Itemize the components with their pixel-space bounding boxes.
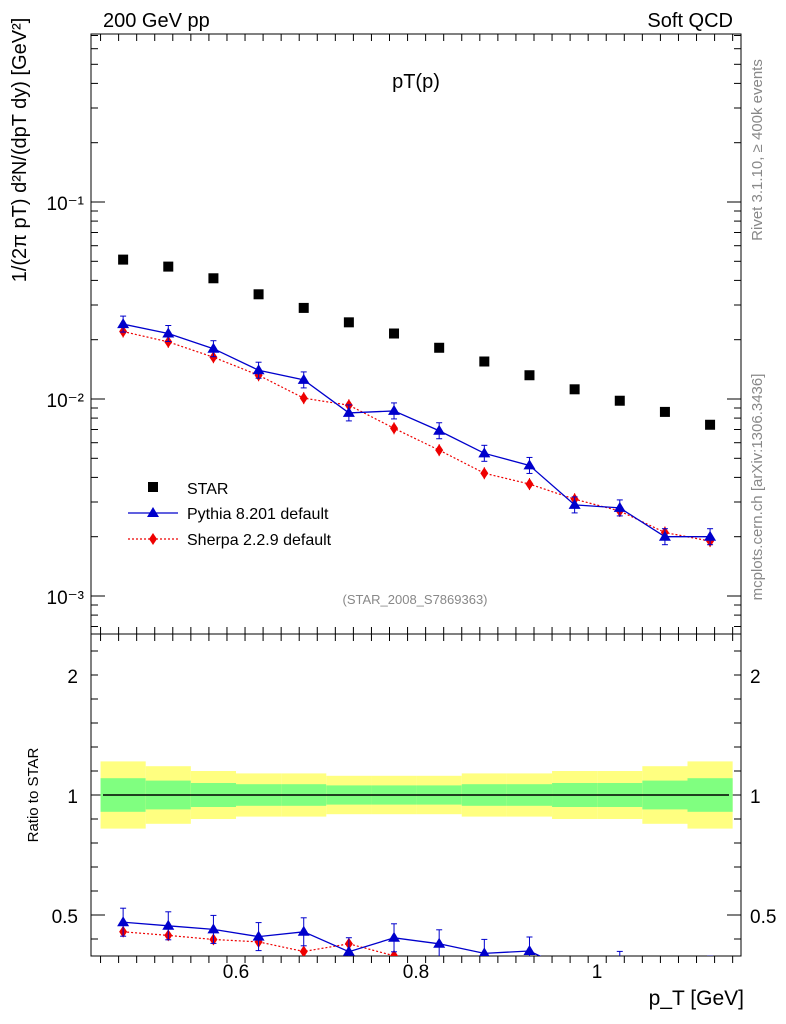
ratio-ytick-label-left-1: 1 — [67, 787, 78, 808]
side-rivet-label: Rivet 3.1.10, ≥ 400k events — [749, 59, 766, 241]
ratio-ytick-label-left-0: 2 — [67, 667, 78, 688]
ratio-pythia-point — [117, 916, 130, 927]
pythia-point — [568, 498, 581, 509]
pythia-line — [122, 323, 711, 538]
ratio-pythia-point — [523, 945, 536, 955]
ratio-ytick-label-right-2: 0.5 — [750, 907, 776, 928]
ratio-sherpa-point — [435, 957, 443, 969]
legend-star-label: STAR — [187, 481, 228, 498]
watermark-label: (STAR_2008_S7869363) — [342, 592, 487, 607]
ratio-pythia-point — [388, 931, 401, 942]
star-point — [705, 419, 716, 430]
pythia-point — [523, 459, 536, 470]
legend-star-marker — [148, 482, 158, 492]
sherpa-point — [299, 392, 308, 405]
ratio-pythia-point — [162, 919, 175, 930]
pythia-point — [478, 447, 491, 458]
legend: STAR Pythia 8.201 default Sherpa 2.2.9 d… — [128, 481, 332, 549]
plot-title: pT(p) — [392, 71, 440, 93]
ratio-sherpa-point — [571, 962, 579, 974]
star-point — [298, 302, 309, 313]
header-left-label: 200 GeV pp — [103, 10, 210, 32]
xtick-label-2: 1 — [592, 962, 603, 983]
ratio-sherpa-point — [661, 971, 669, 983]
star-point — [479, 356, 490, 367]
star-point — [163, 261, 174, 272]
sherpa-point — [480, 467, 489, 480]
ratio-sherpa-point — [480, 964, 488, 976]
star-point — [253, 289, 264, 300]
pythia-point — [613, 501, 626, 512]
ratio-pythia-point — [342, 945, 355, 956]
x-axis-label: p_T [GeV] — [649, 987, 744, 1010]
ratio-sherpa-point — [525, 962, 533, 974]
xtick-label-0: 0.6 — [223, 962, 249, 983]
x-ticks — [100, 34, 734, 963]
legend-pythia-label: Pythia 8.201 default — [187, 506, 329, 523]
ratio-ytick-label-right-0: 2 — [750, 667, 761, 688]
ratio-sherpa-point — [299, 945, 308, 956]
pythia-point — [162, 327, 175, 338]
star-point — [659, 406, 670, 417]
ratio-pythia-point — [659, 974, 671, 984]
header-right-label: Soft QCD — [647, 10, 733, 32]
star-point — [434, 342, 445, 353]
star-point — [389, 328, 400, 339]
main-series-layer — [117, 254, 717, 548]
pythia-point — [252, 364, 265, 375]
ratio-pythia-point — [433, 937, 446, 948]
ratio-pythia-point — [479, 947, 490, 956]
ratio-pythia-point — [704, 964, 716, 974]
ratio-series-layer — [117, 907, 716, 984]
pythia-point — [117, 318, 130, 329]
pythia-point — [658, 530, 671, 541]
pythia-point — [207, 342, 220, 353]
ratio-ytick-label-right-1: 1 — [750, 787, 761, 808]
sherpa-point — [390, 422, 399, 435]
legend-pythia-marker — [147, 507, 159, 517]
ratio-pythia-point — [252, 930, 265, 941]
star-point — [118, 254, 129, 265]
main-ytick-label-2: 10⁻³ — [47, 588, 85, 609]
main-y-axis-label: 1/(2π pT) d²N/(dpT dy) [GeV²] — [9, 18, 31, 283]
ratio-sherpa-point — [616, 962, 624, 974]
main-ytick-label-1: 10⁻² — [47, 391, 85, 412]
star-point — [208, 273, 219, 284]
pythia-point — [388, 404, 401, 415]
side-mcplots-label: mcplots.cern.ch [arXiv:1306.3436] — [749, 374, 766, 601]
pythia-point — [704, 530, 717, 541]
sherpa-point — [435, 444, 444, 457]
star-point — [343, 317, 354, 328]
pythia-point — [433, 424, 446, 435]
main-ytick-label-0: 10⁻¹ — [47, 194, 85, 215]
legend-sherpa-marker — [149, 533, 157, 545]
ratio-y-axis-label: Ratio to STAR — [25, 747, 42, 842]
sherpa-point — [525, 478, 534, 491]
ratio-pythia-point — [207, 923, 220, 934]
star-point — [569, 384, 580, 395]
xtick-label-1: 0.8 — [403, 962, 429, 983]
pythia-point — [297, 373, 310, 384]
star-point — [614, 395, 625, 406]
ratio-sherpa-point — [706, 967, 714, 979]
legend-sherpa-label: Sherpa 2.2.9 default — [187, 532, 332, 549]
ratio-pythia-line — [123, 921, 542, 956]
star-point — [524, 370, 535, 381]
ratio-sherpa-point — [390, 949, 399, 956]
ratio-ytick-label-left-2: 0.5 — [52, 907, 78, 928]
main-y-ticks — [91, 35, 741, 628]
pythia-point — [342, 406, 355, 417]
ratio-pythia-point — [569, 967, 581, 977]
ratio-pythia-point — [297, 925, 310, 936]
